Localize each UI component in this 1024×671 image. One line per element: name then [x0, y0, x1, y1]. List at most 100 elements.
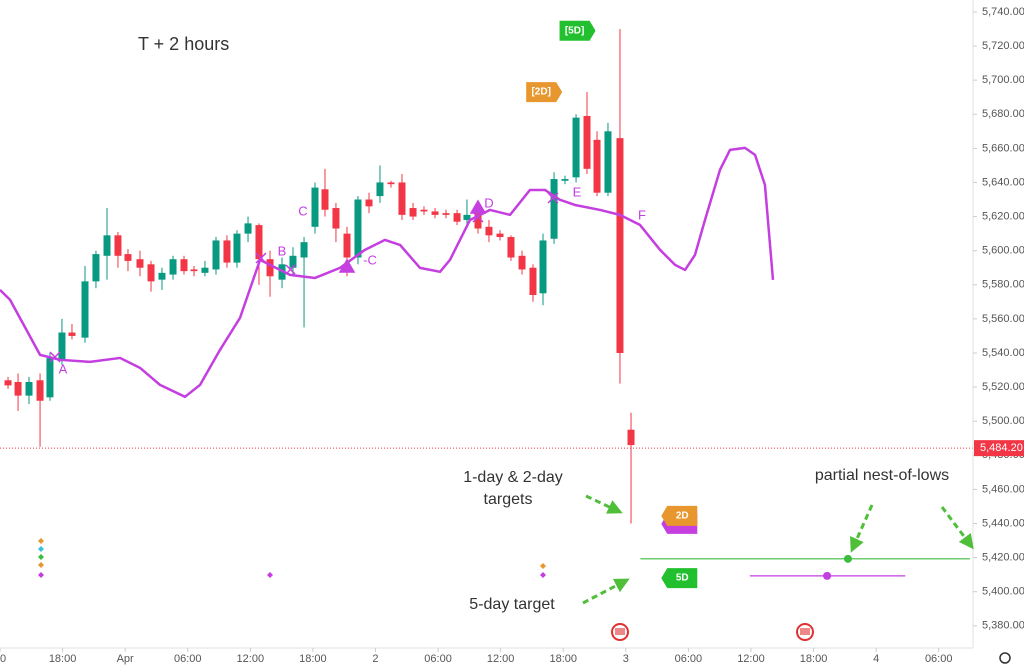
- candle-body: [92, 254, 100, 282]
- last-price-label: 5,484.20: [980, 442, 1023, 454]
- pattern-markers: [49, 192, 559, 363]
- arrow: [940, 506, 974, 550]
- candle-body: [46, 358, 54, 398]
- diamond: [38, 562, 44, 568]
- y-tick-label: 5,680.00: [982, 108, 1024, 120]
- annotation: 5-day target: [469, 596, 555, 613]
- target-dot: [823, 571, 832, 580]
- candle-body: [321, 189, 329, 210]
- candle-body: [550, 179, 558, 239]
- flag-label: [5D]: [565, 25, 584, 36]
- candle-body: [376, 182, 384, 197]
- x-tick-label: 06:00: [424, 653, 452, 665]
- candle-body: [604, 131, 612, 193]
- arrow: [585, 494, 623, 514]
- annotation: partial nest-of-lows: [815, 467, 949, 484]
- diamond: [38, 538, 44, 544]
- annotation: 1-day & 2-day: [463, 469, 563, 486]
- candle-body: [180, 259, 188, 272]
- target-flag: [661, 505, 698, 526]
- plot-area: [0, 28, 973, 524]
- candle-body: [136, 259, 144, 268]
- arrow: [850, 504, 874, 553]
- candle-body: [103, 235, 111, 256]
- y-tick-label: 5,720.00: [982, 40, 1024, 52]
- triangle-marker: [338, 258, 356, 273]
- x-tick-label: 18:00: [800, 653, 828, 665]
- diamond: [267, 572, 273, 578]
- candle-body: [68, 332, 76, 336]
- x-tick-label: 18:00: [49, 653, 77, 665]
- x-marker: [285, 264, 296, 275]
- y-tick-label: 5,460.00: [982, 483, 1024, 495]
- candle-body: [409, 208, 417, 217]
- candle-body: [4, 380, 12, 386]
- y-tick-label: 5,740.00: [982, 6, 1024, 18]
- point-label: B: [278, 243, 287, 258]
- target-flag: [559, 20, 596, 41]
- candle-body: [431, 211, 439, 215]
- y-tick-label: 5,440.00: [982, 517, 1024, 529]
- candle-body: [616, 138, 624, 353]
- candle-body: [561, 179, 569, 181]
- diamond: [38, 546, 44, 552]
- y-tick-label: 5,500.00: [982, 415, 1024, 427]
- y-tick-label: 5,620.00: [982, 210, 1024, 222]
- candle-body: [212, 240, 220, 270]
- candle-body: [169, 259, 177, 275]
- candle-body: [365, 199, 373, 207]
- candle-body: [518, 255, 526, 270]
- target-dot: [843, 554, 852, 563]
- y-tick-label: 5,600.00: [982, 245, 1024, 257]
- diamond: [38, 572, 44, 578]
- point-label: A: [59, 361, 68, 376]
- point-label: C: [298, 203, 307, 218]
- x-tick-label: 06:00: [925, 653, 953, 665]
- candle-body: [627, 429, 635, 446]
- flag-label: 2D: [676, 510, 689, 521]
- us-event-flag: [800, 628, 810, 635]
- candle-body: [266, 259, 274, 277]
- us-event-flag: [615, 628, 625, 635]
- candle-body: [147, 264, 155, 282]
- last-price-box: [974, 440, 1024, 457]
- candle-body: [572, 117, 580, 178]
- candle-body: [36, 380, 44, 401]
- settings-icon[interactable]: [999, 652, 1011, 664]
- candle-body: [190, 269, 198, 272]
- candle-body: [474, 209, 482, 229]
- x-tick-label: 00: [0, 653, 6, 665]
- candle-body: [25, 381, 33, 396]
- candle-body: [289, 255, 297, 268]
- y-tick-label: 5,540.00: [982, 347, 1024, 359]
- candle-body: [201, 267, 209, 273]
- x-tick-label: 12:00: [737, 653, 765, 665]
- x-tick-label: 2: [372, 653, 378, 665]
- x-tick-label: 12:00: [487, 653, 515, 665]
- candle-body: [539, 240, 547, 294]
- x-tick-label: 18:00: [299, 653, 327, 665]
- settings-gear[interactable]: [999, 652, 1011, 664]
- x-tick-label: 12:00: [237, 653, 265, 665]
- x-tick-label: 4: [873, 653, 879, 665]
- target-flag: [661, 568, 698, 589]
- diamond: [540, 572, 546, 578]
- candle-body: [158, 272, 166, 280]
- candle-body: [332, 208, 340, 229]
- y-tick-label: 5,560.00: [982, 313, 1024, 325]
- triangle-marker: [469, 199, 487, 214]
- candle-body: [81, 281, 89, 338]
- candle-body: [255, 225, 263, 260]
- candle-body: [387, 182, 395, 185]
- candle-body: [583, 115, 591, 169]
- candle-body: [124, 254, 132, 261]
- arrow: [582, 578, 630, 605]
- x-tick-label: 06:00: [174, 653, 202, 665]
- candle-body: [300, 242, 308, 258]
- x-tick-label: 3: [623, 653, 629, 665]
- candle-body: [463, 214, 471, 220]
- y-tick-label: 5,640.00: [982, 176, 1024, 188]
- y-tick-label: 5,400.00: [982, 586, 1024, 598]
- line-series: [0, 146, 775, 399]
